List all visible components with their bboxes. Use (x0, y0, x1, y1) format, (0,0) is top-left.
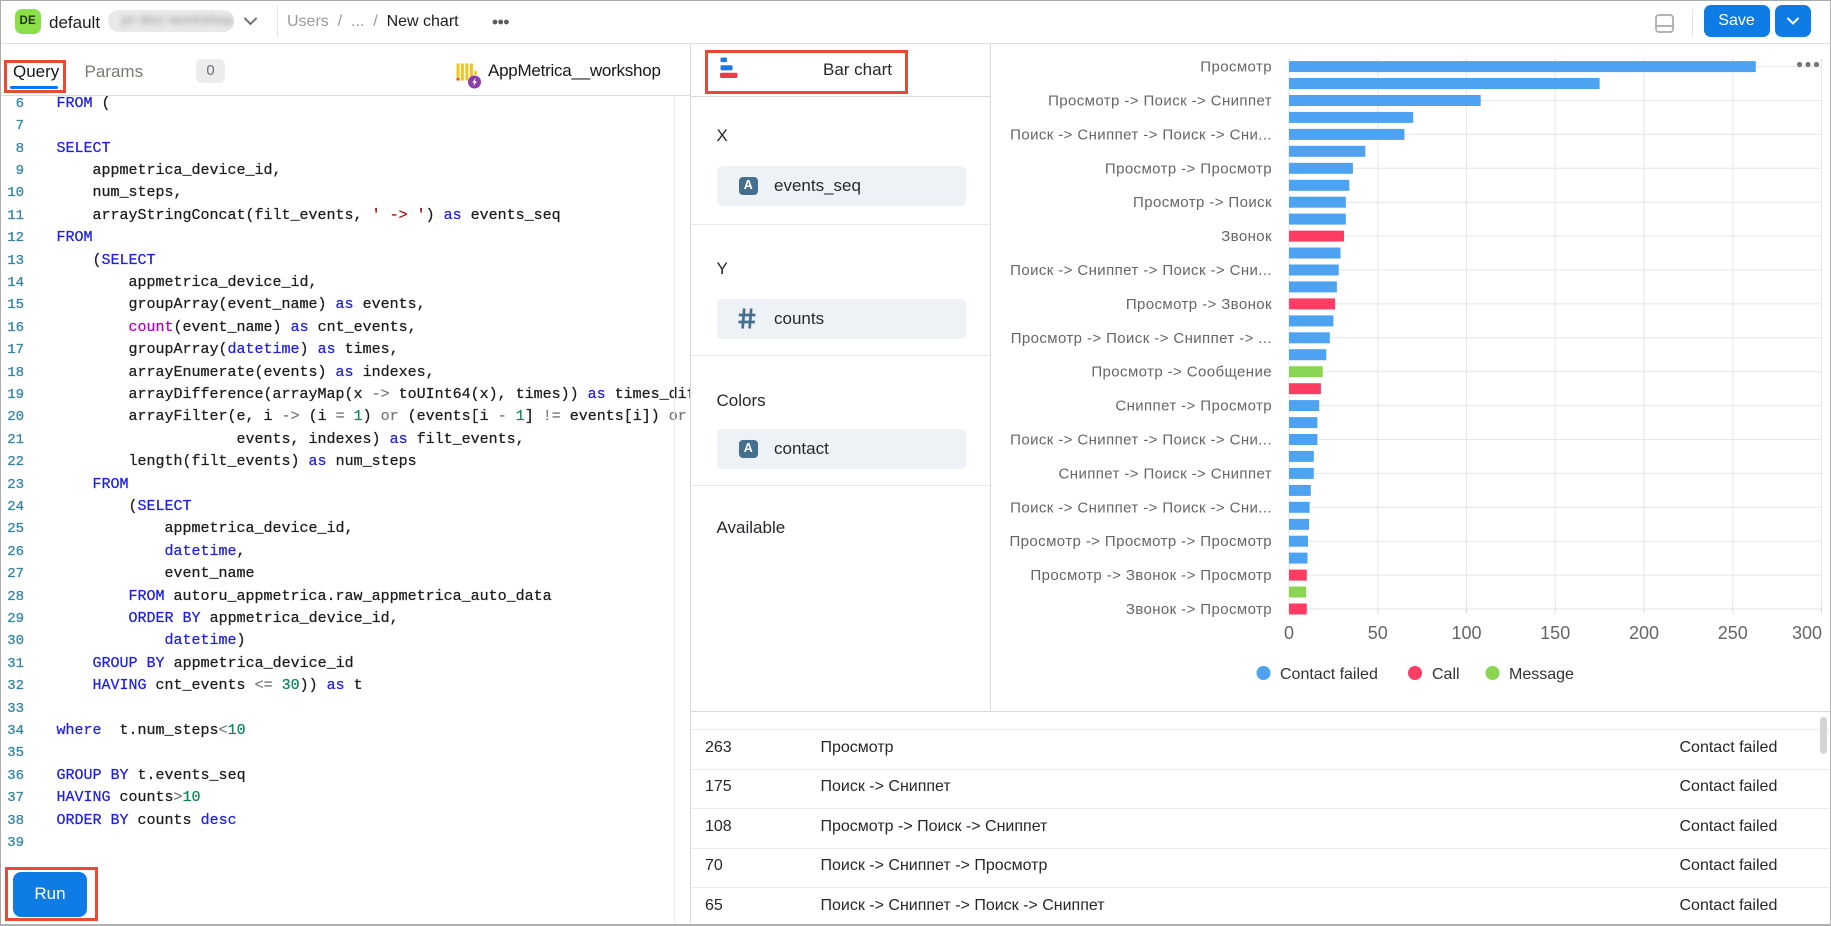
svg-text:150: 150 (1540, 623, 1570, 643)
svg-text:300: 300 (1792, 623, 1822, 643)
svg-text:Просмотр -> Поиск: Просмотр -> Поиск (1133, 194, 1272, 211)
svg-text:Звонок -> Просмотр: Звонок -> Просмотр (1126, 601, 1272, 618)
svg-text:Contact failed: Contact failed (1280, 666, 1378, 683)
svg-text:Просмотр -> Просмотр -> Просмо: Просмотр -> Просмотр -> Просмотр (1010, 533, 1273, 550)
svg-text:Просмотр -> Просмотр: Просмотр -> Просмотр (1105, 160, 1272, 177)
svg-text:Message: Message (1509, 666, 1574, 683)
svg-text:250: 250 (1718, 623, 1748, 643)
svg-text:Просмотр -> Поиск -> Сниппет: Просмотр -> Поиск -> Сниппет (1048, 93, 1272, 110)
svg-text:Просмотр: Просмотр (1200, 59, 1272, 76)
svg-text:Call: Call (1432, 666, 1460, 683)
svg-text:Просмотр -> Сообщение: Просмотр -> Сообщение (1091, 364, 1272, 381)
svg-text:Сниппет -> Поиск -> Сниппет: Сниппет -> Поиск -> Сниппет (1059, 465, 1272, 482)
svg-text:Просмотр -> Звонок -> Просмотр: Просмотр -> Звонок -> Просмотр (1030, 567, 1272, 584)
svg-text:Поиск -> Сниппет -> Поиск -> С: Поиск -> Сниппет -> Поиск -> Сни... (1010, 262, 1272, 279)
svg-text:0: 0 (1284, 623, 1294, 643)
svg-text:Поиск -> Сниппет -> Поиск -> С: Поиск -> Сниппет -> Поиск -> Сни... (1010, 499, 1272, 516)
svg-text:Поиск -> Сниппет -> Поиск -> С: Поиск -> Сниппет -> Поиск -> Сни... (1010, 432, 1272, 449)
svg-text:Сниппет -> Просмотр: Сниппет -> Просмотр (1115, 398, 1272, 415)
svg-text:100: 100 (1451, 623, 1481, 643)
svg-text:Просмотр -> Звонок: Просмотр -> Звонок (1126, 296, 1272, 313)
svg-text:50: 50 (1368, 623, 1388, 643)
svg-text:200: 200 (1629, 623, 1659, 643)
svg-text:Просмотр -> Поиск -> Сниппет -: Просмотр -> Поиск -> Сниппет -> ... (1011, 330, 1272, 347)
svg-text:Поиск -> Сниппет -> Поиск -> С: Поиск -> Сниппет -> Поиск -> Сни... (1010, 126, 1272, 143)
svg-text:Звонок: Звонок (1221, 228, 1272, 245)
